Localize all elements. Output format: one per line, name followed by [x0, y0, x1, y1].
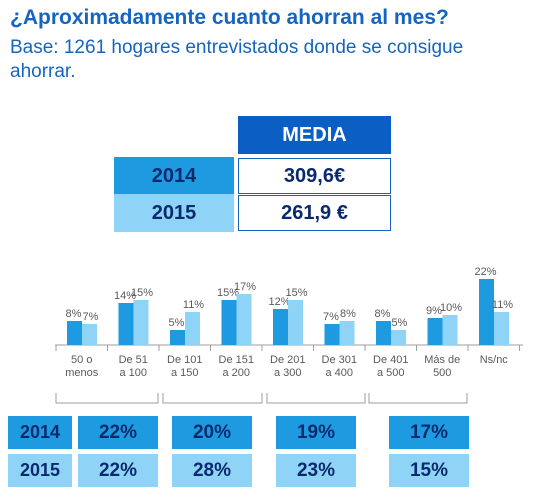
data-label-2015-3: 11%: [183, 299, 204, 311]
page-subtitle: Base: 1261 hogares entrevistados donde s…: [10, 37, 464, 82]
bar-2014-7: [376, 321, 391, 345]
bar-2014-1: [67, 321, 82, 345]
bar-2015-5: [288, 300, 303, 345]
bar-2015-7: [391, 330, 406, 345]
bar-2015-4: [236, 294, 252, 345]
media-year-2015: 2015: [114, 194, 234, 232]
group-bracket-4: [368, 393, 468, 404]
group-bracket-2: [162, 393, 263, 404]
data-label-2014-6: 7%: [323, 311, 339, 323]
group-value-2015-3: 23%: [276, 454, 356, 487]
x-tick-label-7: De 401 a 500: [373, 354, 408, 379]
data-label-2014-3: 5%: [169, 317, 185, 329]
media-value-2014: 309,6€: [238, 158, 391, 194]
bar-2014-8: [427, 318, 443, 345]
group-value-2014-2: 20%: [172, 416, 252, 449]
x-tick-label-4: De 151 a 200: [219, 354, 254, 379]
group-value-2015-2: 28%: [172, 454, 252, 487]
media-year-2014: 2014: [114, 157, 234, 195]
data-label-2015-5: 15%: [285, 287, 307, 299]
data-label-2015-9: 11%: [492, 299, 513, 311]
data-label-2015-4: 17%: [234, 281, 256, 293]
x-tick-label-1: 50 o menos: [65, 354, 99, 379]
data-label-2015-7: 5%: [392, 317, 408, 329]
group-value-2014-4: 17%: [389, 416, 469, 449]
group-year-2014: 2014: [8, 416, 72, 449]
data-label-2014-4: 15%: [217, 287, 239, 299]
x-tick-label-6: De 301 a 400: [322, 354, 357, 379]
page-title: ¿Aproximadamente cuanto ahorran al mes?: [10, 6, 449, 29]
data-label-2015-1: 7%: [83, 311, 99, 323]
bar-2014-3: [170, 330, 185, 345]
data-label-2014-9: 22%: [474, 266, 496, 278]
bar-2014-5: [273, 309, 288, 345]
media-header: MEDIA: [238, 116, 391, 154]
x-tick-label-8: Más de 500: [424, 354, 460, 379]
x-tick-label-9: Ns/nc: [480, 354, 509, 366]
bar-2015-1: [82, 324, 97, 345]
bar-2014-2: [118, 303, 134, 345]
media-value-2015: 261,9 €: [238, 195, 391, 231]
data-label-2015-8: 10%: [440, 302, 462, 314]
x-tick-label-3: De 101 a 150: [167, 354, 202, 379]
group-value-2014-3: 19%: [276, 416, 356, 449]
data-label-2015-2: 15%: [131, 287, 153, 299]
bar-2015-8: [442, 315, 458, 345]
bar-2015-3: [185, 312, 200, 345]
data-label-2014-1: 8%: [66, 308, 82, 320]
group-value-2015-1: 22%: [78, 454, 158, 487]
data-label-2014-8: 9%: [426, 305, 442, 317]
data-label-2014-2: 14%: [114, 290, 136, 302]
group-value-2015-4: 15%: [389, 454, 469, 487]
bar-2014-4: [221, 300, 237, 345]
data-label-2014-7: 8%: [375, 308, 391, 320]
bar-2015-2: [133, 300, 149, 345]
bar-2015-9: [494, 312, 509, 345]
x-tick-label-2: De 51 a 100: [119, 354, 148, 379]
bar-2014-6: [324, 324, 340, 345]
data-label-2014-5: 12%: [268, 296, 290, 308]
bar-2014-9: [479, 279, 494, 345]
data-label-2015-6: 8%: [340, 308, 356, 320]
bar-2015-6: [339, 321, 355, 345]
x-tick-label-5: De 201 a 300: [270, 354, 305, 379]
group-value-2014-1: 22%: [78, 416, 158, 449]
group-bracket-1: [55, 393, 159, 404]
group-bracket-3: [266, 393, 366, 404]
group-year-2015: 2015: [8, 454, 72, 487]
